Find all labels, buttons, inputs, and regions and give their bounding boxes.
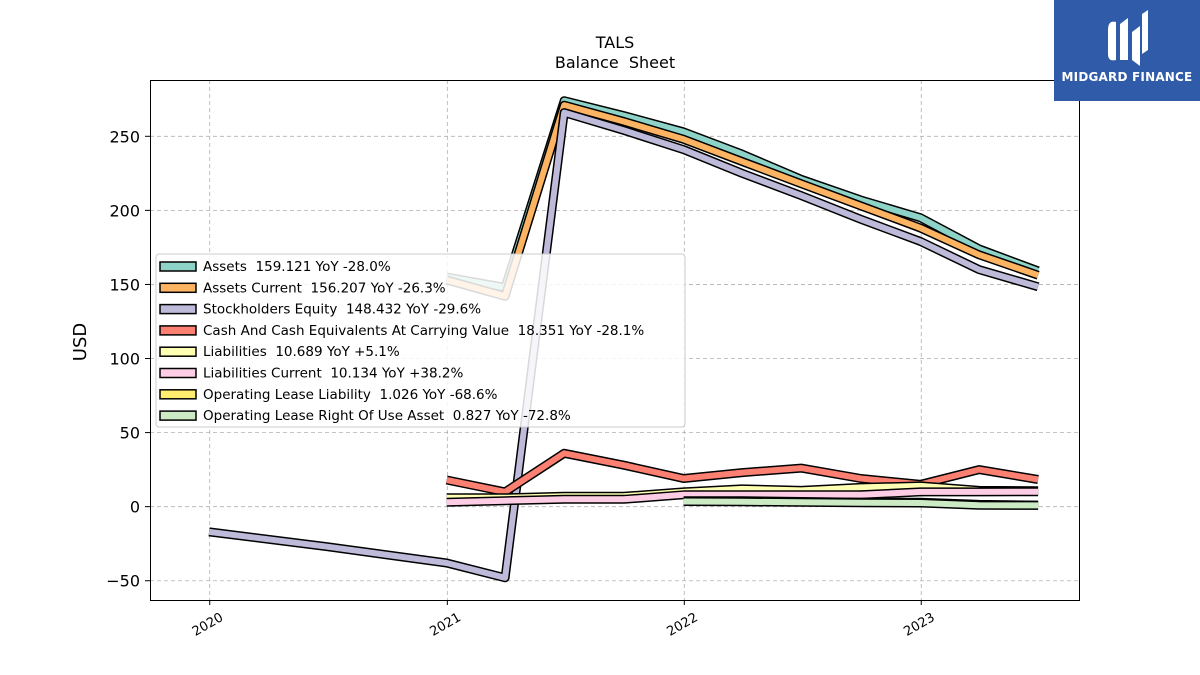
- legend-entry: Stockholders Equity 148.432 YoY -29.6%: [203, 302, 481, 318]
- legend-swatch: [159, 410, 197, 421]
- y-tick-label: 250: [109, 127, 140, 146]
- y-tick-label: 150: [109, 275, 140, 294]
- midgard-logo-icon: [1108, 10, 1148, 66]
- legend-swatch: [159, 325, 197, 336]
- legend-entry: Operating Lease Liability 1.026 YoY -68.…: [203, 387, 498, 403]
- series-line: [683, 498, 1039, 509]
- legend-swatch: [159, 367, 197, 379]
- y-axis-label: USD: [70, 323, 91, 361]
- legend-swatch: [159, 303, 197, 315]
- y-tick-label: 0: [130, 498, 140, 517]
- legend-swatch: [159, 346, 197, 357]
- legend-frame: [155, 253, 686, 428]
- legend-entry: Assets 159.121 YoY -28.0%: [203, 259, 391, 275]
- legend-entry: Liabilities 10.689 YoY +5.1%: [203, 344, 400, 360]
- plot-frame: [150, 80, 1080, 601]
- series-line: [445, 102, 1040, 300]
- x-tick-label: 2023: [901, 610, 937, 640]
- y-tick-label: 50: [120, 424, 140, 443]
- x-tick-label: 2021: [428, 610, 464, 640]
- y-tick-label: −50: [106, 572, 140, 591]
- series-line: [446, 450, 1039, 495]
- legend-entry: Liabilities Current 10.134 YoY +38.2%: [203, 366, 463, 382]
- legend-swatch: [159, 282, 197, 294]
- series-liabilities-current: [446, 487, 1039, 507]
- series-line: [208, 109, 1039, 581]
- legend-entry: Cash And Cash Equivalents At Carrying Va…: [203, 323, 644, 339]
- series-line: [446, 488, 1039, 506]
- chart-title: TALS: [595, 33, 635, 52]
- y-tick-label: 200: [109, 201, 140, 220]
- x-tick-label: 2022: [664, 610, 700, 640]
- legend-swatch: [159, 389, 197, 400]
- legend-swatch: [159, 261, 197, 272]
- midgard-finance-logo: MIDGARD FINANCE: [1054, 0, 1200, 101]
- series-cash-and-cash-equivalents-at-carrying-value: [445, 448, 1039, 497]
- chart-subtitle: Balance Sheet: [555, 53, 675, 72]
- series-stockholders-equity: [208, 108, 1040, 583]
- legend-entry: Assets Current 156.207 YoY -26.3%: [203, 280, 446, 296]
- series-lines: [208, 96, 1040, 583]
- logo-brand-text: MIDGARD FINANCE: [1061, 70, 1193, 84]
- legend-entry: Operating Lease Right Of Use Asset 0.827…: [203, 408, 571, 424]
- series-operating-lease-right-of-use-asset: [683, 497, 1039, 510]
- legend: Assets 159.121 YoY -28.0% Assets Current …: [155, 253, 686, 428]
- y-tick-label: 100: [109, 350, 140, 369]
- series-assets-current: [445, 100, 1040, 301]
- x-tick-label: 2020: [190, 610, 226, 640]
